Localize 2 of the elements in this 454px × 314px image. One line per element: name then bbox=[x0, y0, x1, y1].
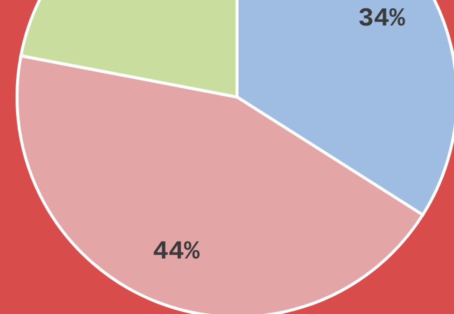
data-label: 34% bbox=[358, 4, 406, 34]
data-label: 44% bbox=[152, 236, 200, 266]
